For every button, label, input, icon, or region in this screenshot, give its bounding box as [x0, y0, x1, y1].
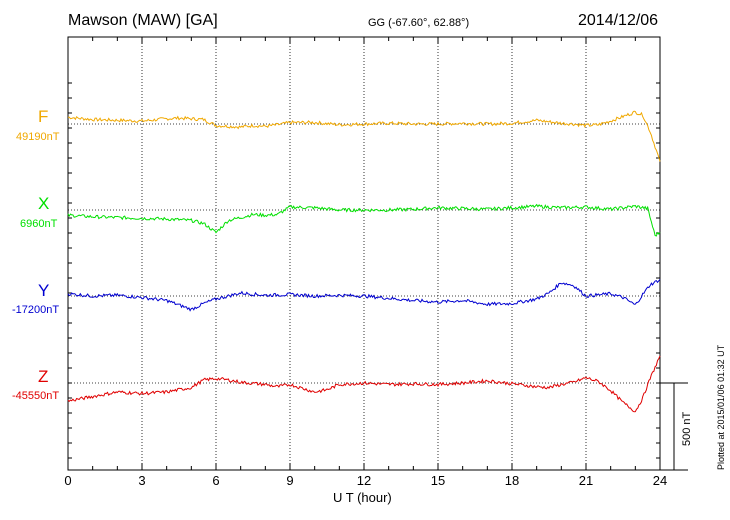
station-coordinates: GG (-67.60°, 62.88°) [368, 17, 470, 29]
plotted-timestamp: Plotted at 2015/01/06 01:32 UT [716, 344, 726, 470]
x-tick-label: 24 [652, 473, 668, 488]
series-label-z: Z [38, 367, 49, 386]
scale-bar-label: 500 nT [681, 411, 693, 446]
x-tick-label: 0 [64, 473, 72, 488]
series-label-y: Y [38, 281, 50, 300]
x-tick-label: 9 [286, 473, 294, 488]
series-line-z [67, 355, 661, 413]
x-tick-label: 12 [356, 473, 372, 488]
baseline-label-y: -17200nT [12, 304, 60, 316]
x-tick-label: 18 [504, 473, 520, 488]
chart-date: 2014/12/06 [578, 12, 659, 29]
x-tick-label: 3 [138, 473, 146, 488]
baseline-label-z: -45550nT [12, 390, 60, 402]
station-title: Mawson (MAW) [GA] [68, 12, 218, 29]
x-tick-label: 6 [212, 473, 220, 488]
series-line-x [67, 203, 661, 237]
series-line-y [67, 279, 661, 312]
baseline-label-f: 49190nT [16, 131, 60, 143]
series-line-f [67, 110, 661, 162]
series-label-x: X [38, 194, 50, 213]
x-axis-label: U T (hour) [333, 490, 392, 505]
x-tick-label: 21 [578, 473, 594, 488]
x-tick-label: 15 [430, 473, 446, 488]
series-label-f: F [38, 107, 49, 126]
baseline-label-x: 6960nT [20, 218, 58, 230]
